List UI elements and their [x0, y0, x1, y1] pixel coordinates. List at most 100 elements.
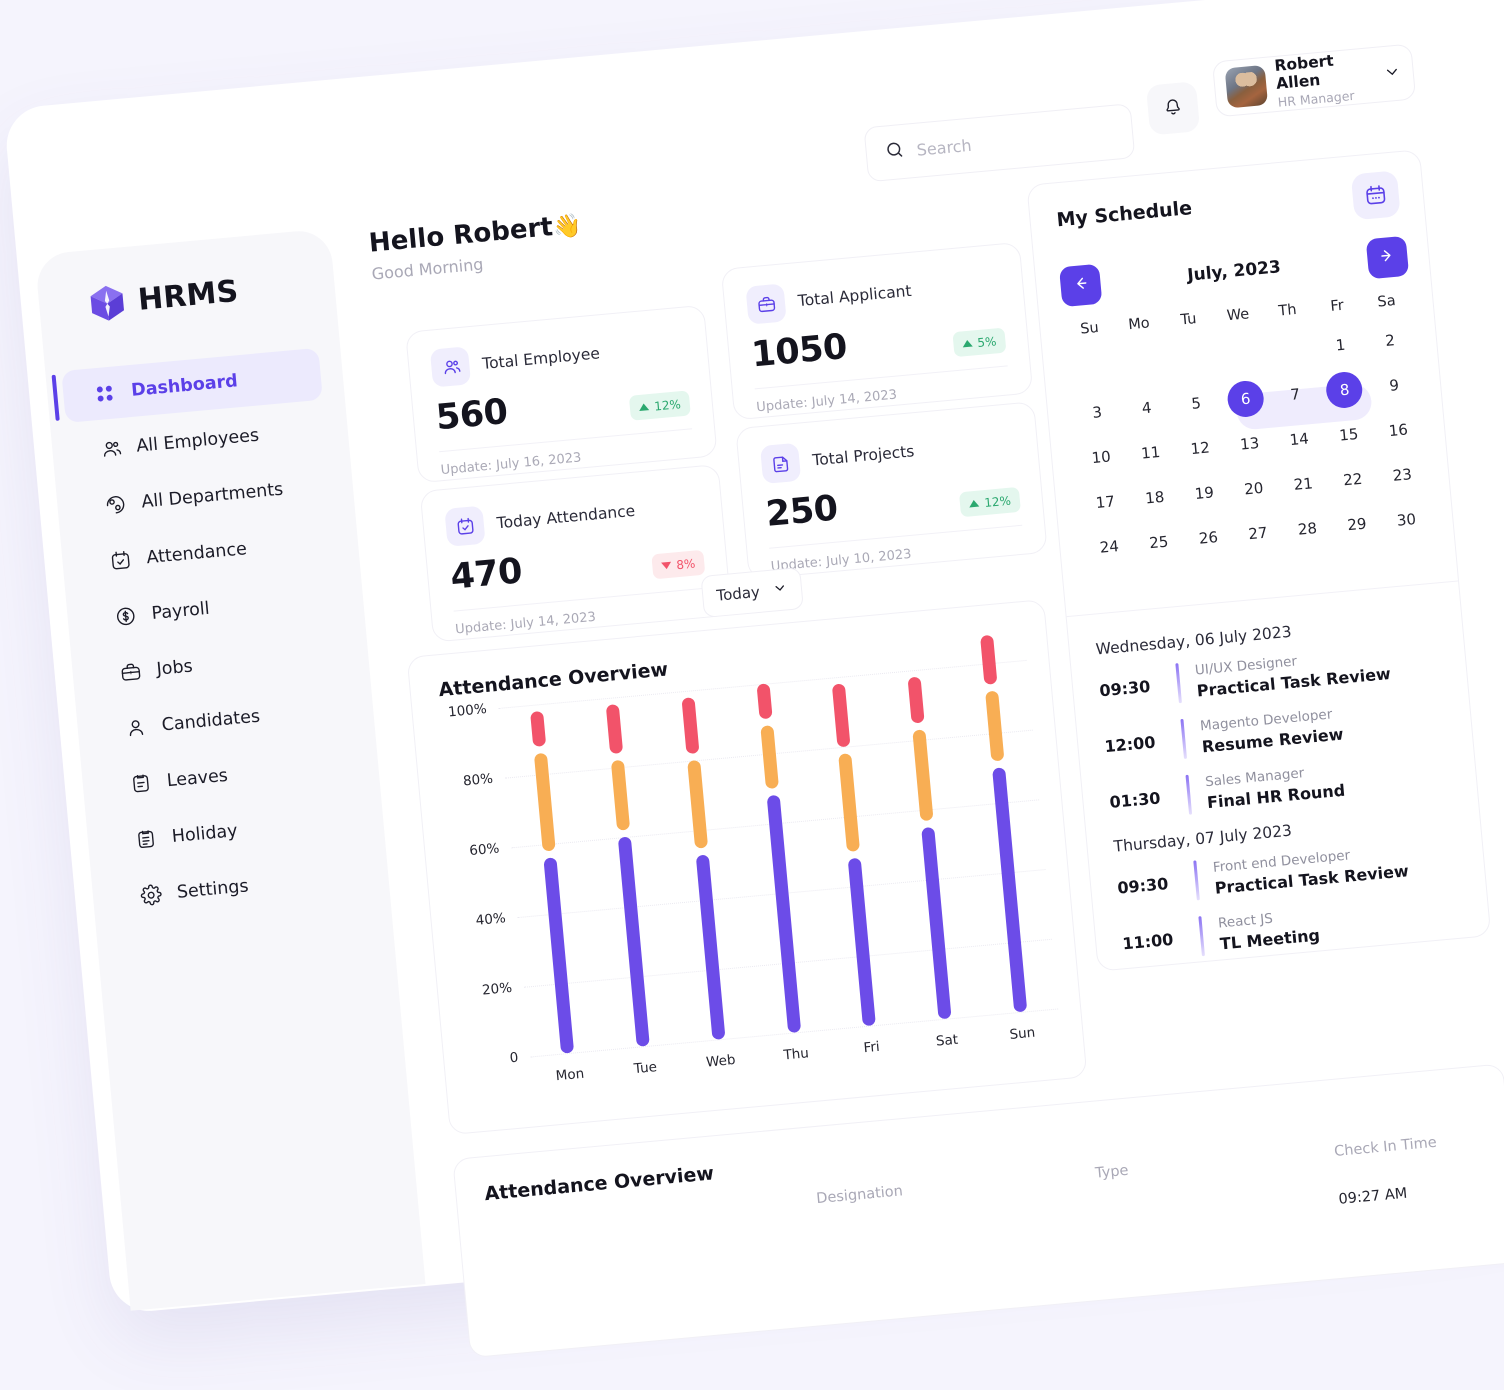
calendar-icon[interactable]: [1351, 170, 1401, 220]
calendar-day[interactable]: 14: [1273, 419, 1326, 459]
chart-bar-column[interactable]: [907, 670, 952, 1020]
table-header-cell-checkin: Check In Time: [1334, 1135, 1438, 1160]
chart-bar-segment: [606, 704, 623, 754]
calendar-day[interactable]: 3: [1071, 392, 1124, 432]
status-badge: 8%: [651, 550, 705, 580]
chart-x-tick: Mon: [555, 1066, 585, 1085]
stat-card-total-applicant: Total Applicant 1050 5% Update: July 14,…: [721, 242, 1034, 421]
profile-menu[interactable]: Robert Allen HR Manager: [1212, 44, 1416, 118]
chart-y-tick: 80%: [462, 771, 493, 790]
table-cell-checkin: 09:27 AM: [1338, 1186, 1408, 1208]
trend-up-icon: [969, 500, 980, 508]
sidebar-item-label: Jobs: [156, 657, 194, 680]
stat-label: Total Employee: [482, 344, 601, 373]
calendar-day[interactable]: 25: [1132, 522, 1185, 562]
delta-value: 8%: [676, 556, 696, 572]
calendar-day[interactable]: 8: [1318, 370, 1371, 410]
calendar-day[interactable]: 23: [1376, 455, 1429, 495]
stat-label: Today Attendance: [496, 502, 636, 533]
chart-bar-segment: [534, 753, 556, 852]
calendar-day[interactable]: 19: [1178, 473, 1231, 513]
chart-bar-column[interactable]: [756, 683, 801, 1033]
calendar-day[interactable]: 26: [1182, 518, 1235, 558]
calendar-day[interactable]: 27: [1232, 513, 1285, 553]
calendar-day[interactable]: 29: [1331, 504, 1384, 544]
chart-bar-segment: [985, 691, 1004, 762]
calendar-day[interactable]: 17: [1079, 482, 1132, 522]
calendar-day[interactable]: 18: [1128, 477, 1181, 517]
departments-icon: [103, 492, 128, 517]
chart-bar-column[interactable]: [681, 690, 726, 1040]
chart-y-tick: 100%: [447, 701, 487, 720]
stat-value: 470: [449, 551, 524, 597]
stat-card-total-projects: Total Projects 250 12% Update: July 10, …: [735, 401, 1048, 580]
chart-bar-column[interactable]: [831, 676, 876, 1026]
chart-x-tick: Web: [705, 1052, 736, 1071]
calendar-next-button[interactable]: [1366, 236, 1409, 279]
delta-value: 12%: [984, 493, 1012, 509]
calendar-day[interactable]: 5: [1170, 383, 1223, 423]
range-label: Today: [716, 583, 761, 605]
calendar-dow: Th: [1262, 301, 1313, 325]
table-cell: [491, 1239, 821, 1285]
notification-button[interactable]: [1146, 81, 1200, 135]
calendar-day[interactable]: 6: [1219, 379, 1272, 419]
chart-bar-column[interactable]: [982, 663, 1027, 1013]
calendar-day[interactable]: 11: [1124, 433, 1177, 473]
calendar-dow: Fr: [1312, 296, 1363, 320]
chart-bar-column[interactable]: [605, 697, 650, 1047]
chart-x-tick: Thu: [783, 1045, 810, 1063]
chart-x-tick: Fri: [863, 1039, 880, 1056]
calendar-day[interactable]: 30: [1380, 500, 1433, 540]
sidebar-item-label: Payroll: [151, 599, 211, 624]
event-accent-bar: [1185, 775, 1192, 815]
calendar-day[interactable]: 2: [1364, 320, 1417, 360]
calendar-day[interactable]: 12: [1174, 428, 1227, 468]
chart-x-tick: Sat: [935, 1032, 958, 1050]
event-time: 12:00: [1104, 731, 1167, 756]
calendar-day[interactable]: 28: [1281, 509, 1334, 549]
calendar-day[interactable]: 22: [1326, 459, 1379, 499]
clipboard-icon: [128, 771, 153, 796]
event-time: 09:30: [1117, 873, 1180, 898]
calendar-day[interactable]: 24: [1083, 527, 1136, 567]
table-header-cell-designation: Designation: [816, 1166, 1096, 1207]
calendar-day[interactable]: 10: [1075, 437, 1128, 477]
calendar-day[interactable]: 7: [1269, 374, 1322, 414]
sidebar: HRMS Dashboard: [35, 228, 426, 1310]
event-accent-bar: [1180, 719, 1187, 759]
calendar-dow: Su: [1064, 319, 1115, 343]
calendar-day[interactable]: 4: [1120, 388, 1173, 428]
chart-bar-segment: [832, 683, 851, 747]
search-input[interactable]: [916, 123, 1115, 160]
calendar-prev-button[interactable]: [1059, 264, 1102, 307]
chart-y-tick: 0: [509, 1050, 519, 1067]
chart-x-tick: Sun: [1009, 1025, 1036, 1043]
chevron-down-icon: [1382, 61, 1403, 86]
calendar-day[interactable]: 16: [1372, 410, 1425, 450]
calendar-day[interactable]: 13: [1223, 424, 1276, 464]
search-bar[interactable]: [863, 103, 1135, 182]
chart-x-tick: Tue: [633, 1059, 657, 1077]
calendar-check-icon: [444, 506, 485, 547]
calendar-day[interactable]: 20: [1227, 468, 1280, 508]
table-cell-type: [1099, 1192, 1339, 1230]
delta-value: 5%: [977, 334, 997, 350]
calendar-day[interactable]: 21: [1277, 464, 1330, 504]
chart-range-selector[interactable]: Today: [700, 567, 803, 618]
chart-bar-column[interactable]: [530, 704, 575, 1054]
calendar-dow: We: [1213, 305, 1264, 329]
calendar-day[interactable]: 15: [1322, 415, 1375, 455]
table-row[interactable]: 09:27 AM: [491, 1178, 1489, 1285]
users-icon: [98, 437, 123, 462]
stat-update: Update: July 14, 2023: [454, 588, 709, 638]
calendar-day[interactable]: 9: [1368, 365, 1421, 405]
calendar-day[interactable]: 1: [1314, 325, 1367, 365]
chart-bar-segment: [912, 729, 933, 821]
table-title: Attendance Overview: [484, 1162, 715, 1205]
